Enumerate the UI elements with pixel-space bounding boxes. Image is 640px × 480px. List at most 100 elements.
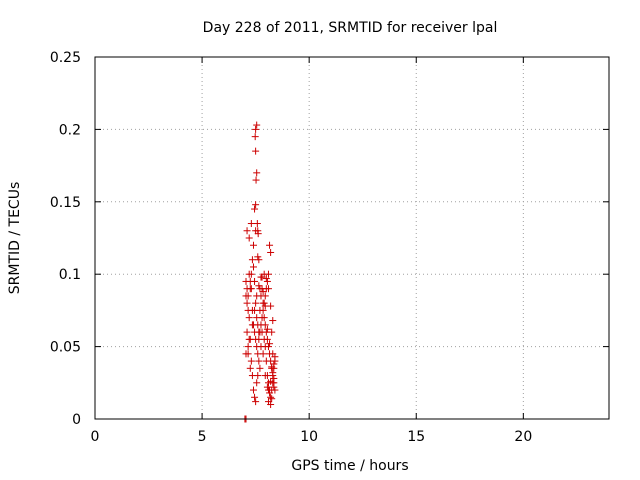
data-point xyxy=(263,335,271,343)
y-axis-label: SRMTID / TECUs xyxy=(7,182,23,295)
data-point xyxy=(247,220,255,228)
data-point xyxy=(254,350,262,358)
data-point xyxy=(253,121,261,129)
data-point xyxy=(260,270,268,278)
data-point xyxy=(248,256,256,264)
data-point xyxy=(245,314,253,322)
data-point xyxy=(245,234,253,242)
data-point xyxy=(256,285,264,293)
data-point xyxy=(252,125,260,133)
data-point xyxy=(268,363,276,371)
axis-ticks xyxy=(94,56,609,420)
y-tick-label: 0.1 xyxy=(59,267,81,283)
data-point xyxy=(254,372,262,380)
data-point xyxy=(251,393,259,401)
data-point xyxy=(244,350,252,358)
data-point xyxy=(270,374,278,382)
data-point xyxy=(252,398,260,406)
data-point xyxy=(263,383,271,391)
data-point xyxy=(259,288,267,296)
data-point xyxy=(244,343,252,351)
data-point xyxy=(257,321,265,329)
data-point xyxy=(267,377,275,385)
chart-title: Day 228 of 2011, SRMTID for receiver lpa… xyxy=(203,20,498,36)
data-point xyxy=(271,386,279,394)
data-point xyxy=(266,389,274,397)
grid-lines xyxy=(95,57,609,419)
data-point xyxy=(244,292,252,300)
data-point xyxy=(268,328,276,336)
x-axis-label: GPS time / hours xyxy=(291,458,408,474)
y-tick-label: 0.25 xyxy=(50,50,81,66)
data-point xyxy=(255,335,263,343)
x-tick-label: 5 xyxy=(198,429,207,445)
data-point xyxy=(253,292,261,300)
data-point xyxy=(270,383,278,391)
data-point xyxy=(254,253,262,261)
data-point xyxy=(255,282,263,290)
data-point xyxy=(252,201,260,209)
data-point xyxy=(255,357,263,365)
x-tick-label: 20 xyxy=(514,429,532,445)
data-point xyxy=(255,256,263,264)
data-point xyxy=(269,369,277,377)
data-point xyxy=(263,325,271,333)
data-point xyxy=(252,299,260,307)
data-point xyxy=(248,321,256,329)
data-point xyxy=(271,353,279,361)
data-point xyxy=(256,364,264,372)
data-point xyxy=(266,340,274,348)
data-point xyxy=(261,292,269,300)
data-point xyxy=(261,302,269,310)
data-point xyxy=(246,277,254,285)
data-point xyxy=(251,133,259,141)
data-point xyxy=(252,176,260,184)
data-point xyxy=(269,317,277,325)
data-point xyxy=(246,364,254,372)
data-point xyxy=(253,379,261,387)
data-point xyxy=(253,169,261,177)
data-points xyxy=(241,121,279,423)
data-point xyxy=(267,401,275,409)
data-point xyxy=(268,395,276,403)
data-point xyxy=(267,393,275,401)
data-point xyxy=(252,147,260,155)
x-tick-label: 0 xyxy=(91,429,100,445)
data-point xyxy=(263,277,271,285)
y-tick-label: 0.05 xyxy=(50,340,81,356)
data-point xyxy=(253,220,261,228)
data-point xyxy=(249,386,257,394)
data-point xyxy=(258,314,266,322)
data-point xyxy=(264,285,272,293)
data-point xyxy=(257,273,265,281)
data-point xyxy=(247,285,255,293)
data-point xyxy=(261,372,269,380)
data-point xyxy=(266,241,274,249)
y-tick-label: 0 xyxy=(72,412,81,428)
data-point xyxy=(245,270,253,278)
data-point xyxy=(251,205,259,213)
data-point xyxy=(252,227,260,235)
data-point xyxy=(256,328,264,336)
x-tick-label: 15 xyxy=(407,429,425,445)
data-point xyxy=(251,306,259,314)
data-point xyxy=(249,263,257,271)
data-point xyxy=(253,343,261,351)
data-point xyxy=(247,357,255,365)
data-point xyxy=(243,299,251,307)
data-point xyxy=(259,306,267,314)
y-tick-label: 0.2 xyxy=(59,122,81,138)
data-point xyxy=(264,386,272,394)
data-point xyxy=(267,357,275,365)
data-point xyxy=(246,335,254,343)
data-point xyxy=(267,248,275,256)
x-tick-label: 10 xyxy=(300,429,318,445)
data-point xyxy=(243,227,251,235)
data-point xyxy=(249,241,257,249)
data-point xyxy=(243,328,251,336)
data-point xyxy=(260,299,268,307)
data-point xyxy=(264,343,272,351)
y-tick-label: 0.15 xyxy=(50,195,81,211)
data-point xyxy=(262,275,270,283)
